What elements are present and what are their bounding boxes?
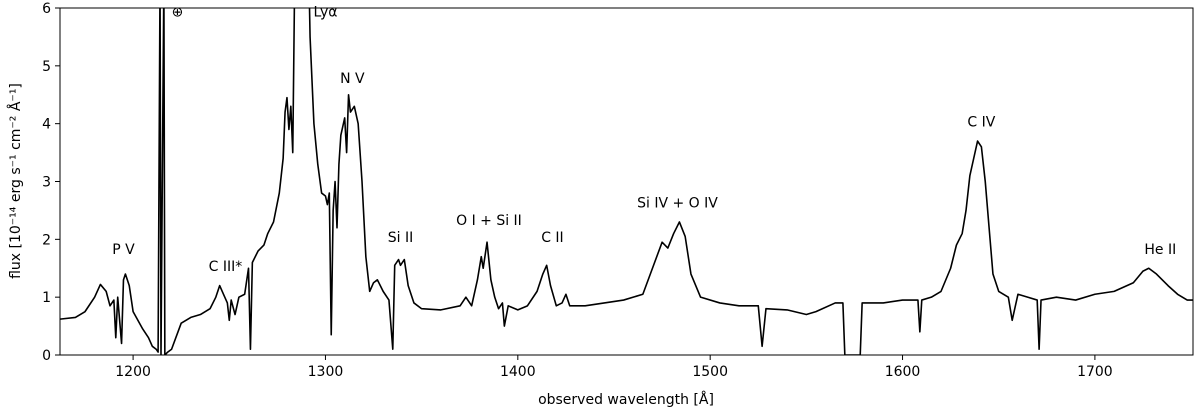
- x-tick-label: 1700: [1077, 364, 1113, 380]
- line-annotation: C III*: [209, 259, 243, 275]
- y-tick-label: 0: [42, 348, 51, 364]
- line-annotation: C IV: [967, 115, 995, 131]
- x-axis-label: observed wavelength [Å]: [538, 391, 714, 408]
- line-annotation: N V: [340, 71, 365, 87]
- line-annotation: ⊕: [171, 5, 183, 21]
- y-axis-label: flux [10⁻¹⁴ erg s⁻¹ cm⁻² Å⁻¹]: [7, 83, 24, 279]
- plot-area: [60, 8, 1193, 355]
- x-tick-label: 1500: [692, 364, 728, 380]
- y-tick-label: 3: [42, 175, 51, 191]
- axes-frame: [59, 7, 1194, 356]
- y-tick-label: 6: [42, 1, 51, 17]
- y-tick-label: 5: [42, 59, 51, 75]
- x-tick-label: 1400: [500, 364, 536, 380]
- line-annotation: C II: [541, 230, 563, 246]
- x-tick-label: 1200: [115, 364, 151, 380]
- line-annotation: P V: [112, 242, 135, 258]
- line-annotation: Si IV + O IV: [637, 196, 718, 212]
- y-tick-label: 1: [42, 290, 51, 306]
- line-annotation: O I + Si II: [456, 213, 522, 229]
- line-annotation: Si II: [388, 230, 413, 246]
- line-annotation: He II: [1144, 242, 1176, 258]
- line-annotation: Lyα: [313, 5, 337, 21]
- x-tick-label: 1300: [308, 364, 344, 380]
- y-tick-label: 2: [42, 232, 51, 248]
- y-tick-label: 4: [42, 117, 51, 133]
- x-tick-label: 1600: [885, 364, 921, 380]
- spectrum-line: [60, 8, 1193, 355]
